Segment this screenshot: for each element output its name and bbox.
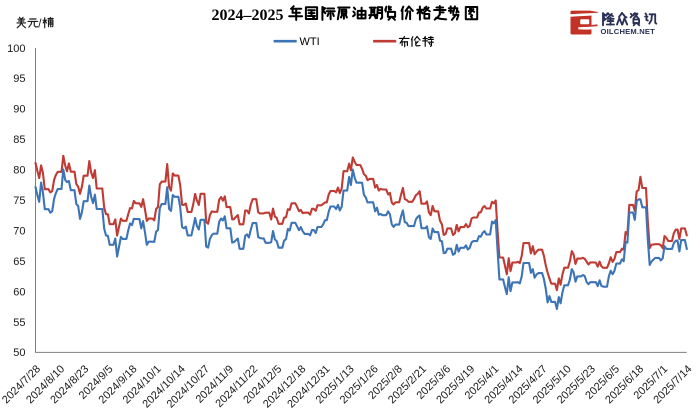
svg-text:65: 65 (13, 256, 25, 268)
svg-text:OILCHEM.NET: OILCHEM.NET (601, 27, 656, 36)
svg-text:WTI: WTI (300, 36, 320, 48)
svg-text:85: 85 (13, 134, 25, 146)
svg-text:/: / (38, 19, 42, 31)
svg-text:95: 95 (13, 73, 25, 85)
svg-text:60: 60 (13, 286, 25, 298)
svg-text:80: 80 (13, 165, 25, 177)
svg-text:90: 90 (13, 104, 25, 116)
svg-text:55: 55 (13, 317, 25, 329)
svg-text:2024–2025: 2024–2025 (212, 7, 284, 24)
svg-text:70: 70 (13, 225, 25, 237)
svg-text:50: 50 (13, 347, 25, 359)
svg-text:100: 100 (7, 43, 25, 55)
svg-text:75: 75 (13, 195, 25, 207)
